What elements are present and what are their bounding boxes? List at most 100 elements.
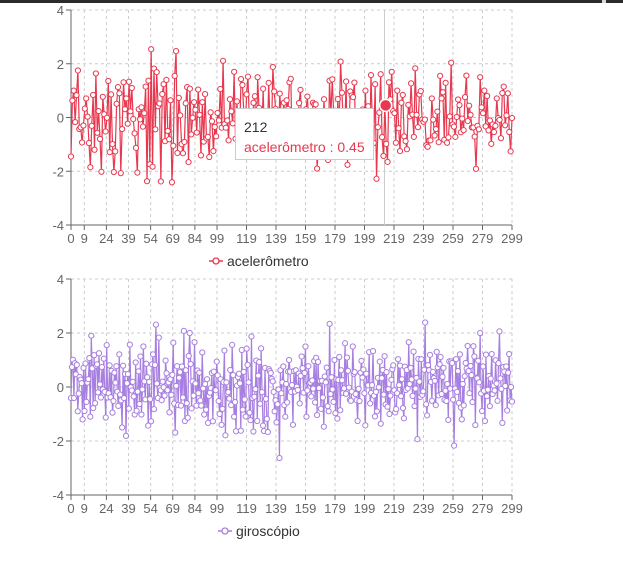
gyroscope-data-point <box>276 454 283 462</box>
accelerometer-data-point <box>450 123 458 130</box>
accelerometer-data-point <box>105 77 112 85</box>
gyroscope-series[interactable] <box>67 319 516 462</box>
accelerometer-data-point <box>208 118 216 125</box>
gyroscope-x-tick-label: 24 <box>99 501 113 516</box>
gyroscope-data-point <box>506 350 513 358</box>
accelerometer-data-point <box>417 88 424 95</box>
gyroscope-data-point <box>493 380 500 387</box>
accelerometer-data-point <box>239 81 246 89</box>
accelerometer-data-point <box>130 116 137 123</box>
gyroscope-data-point <box>302 343 309 350</box>
legend-giroscopio[interactable]: giroscópio <box>218 523 300 539</box>
gyroscope-data-point <box>146 378 153 385</box>
gyroscope-data-point <box>466 390 473 397</box>
accelerometer-data-point <box>362 87 369 94</box>
accelerometer-data-point <box>226 96 234 103</box>
gyroscope-data-point <box>136 400 143 408</box>
accelerometer-data-point <box>424 143 431 150</box>
accelerometer-data-point <box>186 85 193 92</box>
gyroscope-x-tick-label: 69 <box>166 501 180 516</box>
gyroscope-data-point <box>396 382 403 389</box>
gyroscope-data-point <box>383 369 390 376</box>
gyroscope-data-point <box>475 357 482 364</box>
accelerometer-data-point <box>421 116 429 123</box>
gyroscope-data-point <box>100 355 107 362</box>
gyroscope-data-point <box>210 368 217 375</box>
accelerometer-data-point <box>228 108 235 115</box>
accelerometer-y-tick-label: -2 <box>52 164 64 179</box>
accelerometer-data-point <box>499 89 506 97</box>
gyroscope-data-point <box>360 366 367 373</box>
accelerometer-data-point <box>214 109 221 117</box>
gyroscope-data-point <box>270 388 277 395</box>
accelerometer-x-tick-label: 279 <box>472 231 494 246</box>
gyroscope-data-point <box>304 387 311 394</box>
gyroscope-data-point <box>486 403 493 410</box>
accelerometer-data-point <box>141 110 148 117</box>
gyroscope-data-point <box>308 393 315 400</box>
gyroscope-data-point <box>314 358 322 365</box>
gyroscope-data-point <box>380 391 387 398</box>
active-data-point[interactable] <box>378 98 393 113</box>
tooltip-series-name: acelerômetro <box>244 139 326 155</box>
accelerometer-data-point <box>131 130 138 137</box>
accelerometer-data-point <box>435 139 442 146</box>
gyroscope-data-point <box>245 379 252 386</box>
gyroscope-data-point <box>356 397 363 405</box>
accelerometer-data-point <box>171 72 178 79</box>
gyroscope-y-tick-label: -4 <box>52 488 64 503</box>
gyroscope-data-point <box>496 328 503 335</box>
gyroscope-data-point <box>444 380 451 388</box>
gyroscope-data-point <box>342 390 350 397</box>
gyroscope-data-point <box>298 353 305 360</box>
accelerometer-data-point <box>114 84 122 91</box>
gyroscope-data-point <box>185 352 192 360</box>
gyroscope-data-point <box>479 363 487 370</box>
gyroscope-data-point <box>125 405 132 412</box>
accelerometer-x-tick-label: 199 <box>354 231 376 246</box>
accelerometer-data-point <box>432 125 440 133</box>
accelerometer-data-point <box>157 178 164 185</box>
gyroscope-data-point <box>197 397 204 404</box>
gyroscope-data-point <box>166 409 173 416</box>
gyroscope-data-point <box>468 372 475 379</box>
accelerometer-data-point <box>103 114 111 121</box>
legend-acelerometro-label: acelerômetro <box>227 253 309 269</box>
gyroscope-data-point <box>422 319 429 326</box>
gyroscope-data-point <box>239 406 246 413</box>
accelerometer-data-point <box>243 91 250 98</box>
gyroscope-data-point <box>373 408 380 415</box>
gyroscope-data-point <box>483 393 491 400</box>
accelerometer-data-point <box>402 138 409 145</box>
accelerometer-data-point <box>132 144 140 151</box>
accelerometer-x-tick-label: 24 <box>99 231 113 246</box>
gyroscope-data-point <box>92 400 99 407</box>
legend-giroscopio-label: giroscópio <box>236 523 300 539</box>
accelerometer-data-point <box>190 99 198 106</box>
gyroscope-data-point <box>349 343 356 350</box>
accelerometer-data-point <box>254 74 261 81</box>
legend-acelerometro[interactable]: acelerômetro <box>209 253 309 269</box>
gyroscope-data-point <box>78 380 85 387</box>
gyroscope-data-point <box>445 416 452 424</box>
gyroscope-data-point <box>226 395 233 402</box>
accelerometer-data-point <box>127 108 134 115</box>
gyroscope-data-point <box>424 362 432 369</box>
gyroscope-data-point <box>467 362 474 370</box>
gyroscope-data-point <box>143 360 150 367</box>
accelerometer-data-point <box>119 125 126 133</box>
accelerometer-data-point <box>120 79 127 86</box>
gyroscope-data-point <box>198 402 205 409</box>
gyroscope-data-point <box>170 339 177 346</box>
accelerometer-data-point <box>138 104 145 111</box>
accelerometer-x-tick-label: 119 <box>236 231 257 246</box>
accelerometer-data-point <box>90 91 97 99</box>
accelerometer-data-point <box>383 140 390 147</box>
gyroscope-data-point <box>385 386 392 393</box>
gyroscope-data-point <box>477 329 484 337</box>
accelerometer-data-point <box>459 115 466 122</box>
gyroscope-x-tick-label: 199 <box>354 501 376 516</box>
accelerometer-y-tick-label: -4 <box>52 218 64 233</box>
gyroscope-data-point <box>495 360 502 367</box>
accelerometer-data-point <box>260 85 267 92</box>
